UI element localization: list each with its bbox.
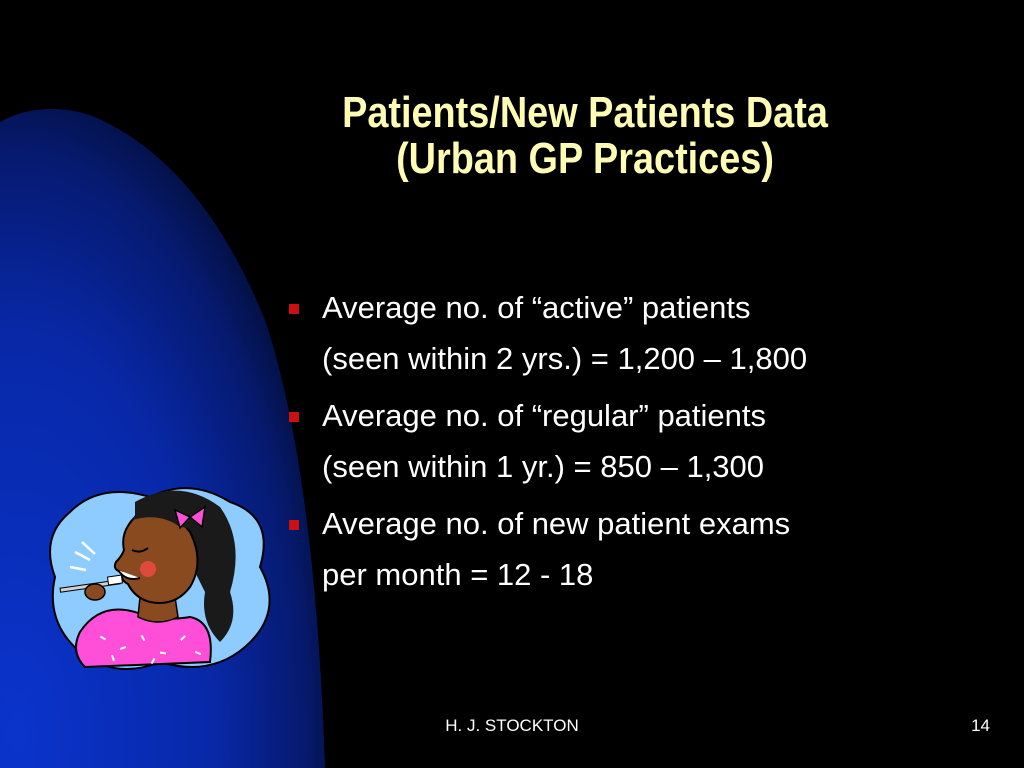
page-number: 14 (971, 716, 990, 735)
bullet-line: (seen within 1 yr.) = 850 – 1,300 (322, 449, 765, 484)
slide-title: Patients/New Patients Data (Urban GP Pra… (297, 90, 873, 182)
bullet-item: Average no. of new patient exams per mon… (284, 498, 1004, 600)
bullet-line: Average no. of “regular” patients (322, 398, 767, 433)
bullet-line: Average no. of “active” patients (322, 290, 751, 325)
bullet-line: per month = 12 - 18 (322, 557, 594, 592)
bullet-text: Average no. of “regular” patients (seen … (322, 390, 1004, 492)
bullet-text: Average no. of new patient exams per mon… (322, 498, 1004, 600)
girl-brushing-teeth-icon (49, 487, 271, 671)
title-line-2: (Urban GP Practices) (396, 134, 774, 183)
bullet-line: (seen within 2 yrs.) = 1,200 – 1,800 (322, 341, 808, 376)
square-bullet-icon (289, 520, 299, 530)
bullet-item: Average no. of “active” patients (seen w… (284, 282, 1004, 384)
bullet-line: Average no. of new patient exams (322, 506, 791, 541)
square-bullet-icon (289, 304, 299, 314)
bullet-list: Average no. of “active” patients (seen w… (284, 282, 1004, 606)
bullet-text: Average no. of “active” patients (seen w… (322, 282, 1004, 384)
footer-author: H. J. STOCKTON (445, 716, 579, 735)
square-bullet-icon (289, 412, 299, 422)
bullet-item: Average no. of “regular” patients (seen … (284, 390, 1004, 492)
title-line-1: Patients/New Patients Data (342, 88, 828, 137)
